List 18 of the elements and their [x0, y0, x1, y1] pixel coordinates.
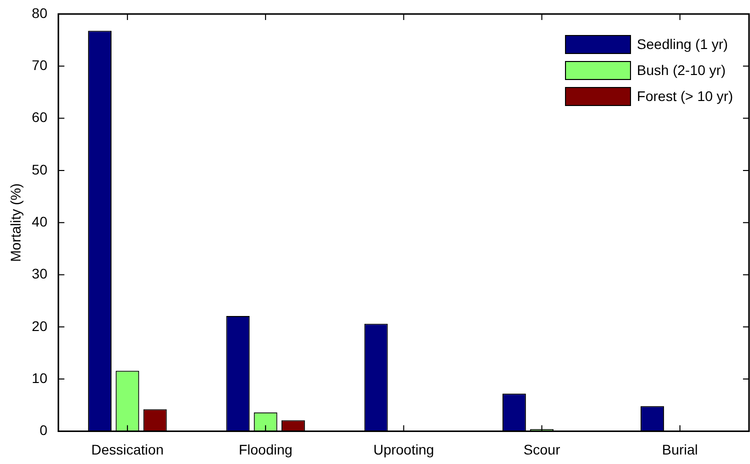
y-tick-label: 30 — [32, 266, 48, 282]
x-tick-label: Burial — [662, 441, 698, 458]
y-tick-label: 20 — [32, 318, 48, 334]
legend-label: Forest (> 10 yr) — [636, 88, 733, 104]
legend-label: Seedling (1 yr) — [636, 36, 728, 52]
y-tick-label: 60 — [32, 109, 48, 126]
x-tick-label: Dessication — [91, 441, 164, 458]
y-tick-label: 40 — [32, 213, 48, 230]
y-tick-label: 50 — [32, 161, 48, 178]
y-tick-label: 10 — [32, 370, 48, 386]
y-tick-label: 0 — [40, 422, 48, 438]
y-tick-label: 80 — [32, 4, 48, 21]
x-tick-label: Uprooting — [373, 441, 434, 458]
y-tick-label: 70 — [32, 57, 48, 74]
x-tick-label: Flooding — [238, 441, 292, 458]
y-axis-title: Mortality (%) — [7, 183, 24, 262]
legend-label: Bush (2-10 yr) — [636, 62, 726, 78]
x-tick-label: Scour — [524, 441, 560, 458]
